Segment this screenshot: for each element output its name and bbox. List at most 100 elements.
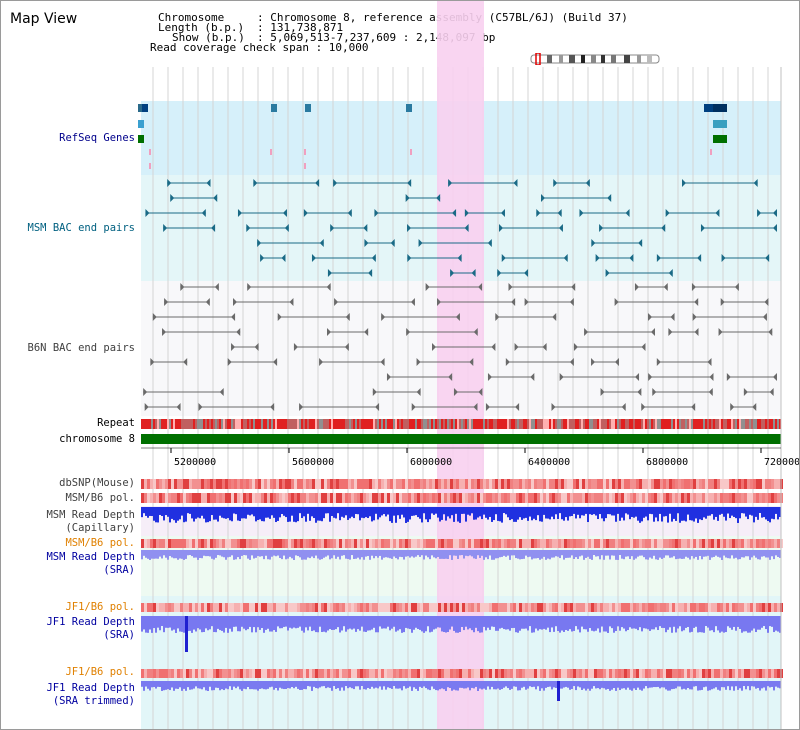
jf1-pol-heat	[441, 603, 444, 612]
jf1-depth-sra-bar	[705, 616, 707, 627]
jf1-depth-sra-bar	[453, 616, 455, 631]
msm-depth-capillary-bar	[221, 507, 223, 518]
msm-depth-sra-bar	[335, 550, 337, 559]
dbsnp-heat	[729, 479, 732, 489]
track-label-b6n-bac[interactable]: B6N BAC end pairs	[27, 342, 135, 354]
jf1-depth-trimmed-bar	[405, 681, 407, 689]
msm-depth-sra-bar	[157, 550, 159, 559]
jf1-pol-heat	[537, 603, 540, 612]
msm-depth-capillary-bar	[559, 507, 561, 514]
msm-bac-pair-end	[607, 194, 612, 202]
msm-depth-capillary-bar	[255, 507, 257, 522]
jf1-depth-sra-bar	[491, 616, 493, 627]
track-label-msm-depth-capillary[interactable]: MSM Read Depth	[46, 509, 135, 521]
jf1-depth-sra-bar	[293, 616, 295, 628]
repeat-segment	[271, 419, 273, 429]
jf1-pol2-heat	[564, 669, 567, 678]
msm-depth-capillary-bar	[365, 507, 367, 518]
dbsnp-heat	[336, 479, 339, 489]
jf1-depth-trimmed-bar	[523, 681, 525, 687]
chromosome-ideogram[interactable]	[529, 53, 664, 65]
dbsnp-heat	[258, 479, 261, 489]
repeat-segment	[183, 419, 185, 429]
jf1-depth-trimmed-bar	[587, 681, 589, 689]
msm-depth-capillary-bar	[605, 507, 607, 519]
msm-depth-sra-bar	[169, 550, 171, 557]
jf1-depth-sra-bar	[295, 616, 297, 629]
jf1-depth-trimmed-bar	[735, 681, 737, 687]
b6n-bac-pair-end	[495, 313, 500, 321]
jf1-depth-trimmed-bar	[423, 681, 425, 687]
msm-depth-capillary-bar	[409, 507, 411, 520]
track-label-msm-depth-sra[interactable]: MSM Read Depth	[46, 551, 135, 563]
jf1-depth-trimmed-bar	[603, 681, 605, 689]
jf1-depth-trimmed-bar	[693, 681, 695, 687]
msm-depth-sra-bar	[385, 550, 387, 558]
b6n-bac-pair-end	[571, 283, 576, 291]
track-label-jf1-depth-trimmed[interactable]: JF1 Read Depth	[46, 682, 135, 694]
msm-bac-pair-end	[629, 254, 634, 262]
b6n-bac-pair-end	[505, 358, 510, 366]
msm-depth-sra-bar	[375, 550, 377, 557]
jf1-depth-trimmed-bar	[779, 681, 781, 689]
msm-depth-capillary-bar	[723, 507, 725, 517]
track-label-msm-b6-pol[interactable]: MSM/B6 pol.	[65, 492, 135, 504]
track-label-msm-b6-pol-2[interactable]: MSM/B6 pol.	[65, 537, 135, 549]
jf1-depth-trimmed-bar	[493, 681, 495, 690]
repeat-segment	[463, 419, 465, 429]
msm-depth-sra-bar	[683, 550, 685, 559]
msm-depth-capillary-bar	[231, 507, 233, 522]
msm-depth-sra-bar	[225, 550, 227, 560]
track-label-msm-bac[interactable]: MSM BAC end pairs	[27, 222, 135, 234]
jf1-depth-trimmed-bar	[747, 681, 749, 687]
jf1-depth-sra-bar	[771, 616, 773, 627]
msm-pol-heat	[498, 493, 501, 503]
jf1-pol-heat	[522, 603, 525, 612]
jf1-depth-sra-bar	[365, 616, 367, 632]
jf1-depth-trimmed-bar	[491, 681, 493, 687]
dbsnp-heat	[603, 479, 606, 489]
jf1-depth-sra-bar	[417, 616, 419, 629]
jf1-depth-trimmed-bar	[293, 681, 295, 689]
jf1-depth-sra-bar	[373, 616, 375, 628]
jf1-depth-trimmed-bar	[265, 681, 267, 690]
track-label-jf1-depth-sra[interactable]: JF1 Read Depth	[46, 616, 135, 628]
msm-depth-sra-bar	[633, 550, 635, 560]
jf1-depth-sra-bar	[777, 616, 779, 632]
jf1-pol-heat	[639, 603, 642, 612]
msm-depth-capillary-bar	[533, 507, 535, 519]
msm-depth-sra-bar	[769, 550, 771, 560]
track-label-msm-depth-sra-sub: (SRA)	[103, 564, 135, 576]
track-label-jf1-pol-2[interactable]: JF1/B6 pol.	[65, 666, 135, 678]
repeat-segment	[495, 419, 497, 429]
jf1-depth-trimmed-bar	[365, 681, 367, 690]
jf1-depth-trimmed-bar	[313, 681, 315, 687]
jf1-depth-trimmed-bar	[193, 681, 195, 689]
repeat-segment	[761, 419, 763, 429]
jf1-depth-trimmed-bar	[777, 681, 779, 688]
track-label-refseq[interactable]: RefSeq Genes	[59, 132, 135, 144]
msm-pol-heat	[366, 493, 369, 503]
jf1-pol-heat	[513, 603, 516, 612]
jf1-depth-trimmed-bar	[367, 681, 369, 688]
jf1-pol2-heat	[168, 669, 171, 678]
length-value: : 131,738,871	[257, 21, 344, 34]
msm-depth-sra-bar	[475, 550, 477, 559]
jf1-depth-trimmed-bar	[195, 681, 197, 687]
msm-pol2-heat	[231, 539, 234, 548]
track-label-repeat[interactable]: Repeat	[97, 417, 135, 429]
msm-depth-capillary-bar	[589, 507, 591, 515]
msm-pol-heat	[465, 493, 468, 503]
repeat-segment	[705, 419, 707, 429]
msm-depth-capillary-bar	[195, 507, 197, 519]
track-label-jf1-pol[interactable]: JF1/B6 pol.	[65, 601, 135, 613]
jf1-pol-heat	[177, 603, 180, 612]
jf1-depth-sra-bar	[159, 616, 161, 631]
msm-depth-sra-bar	[585, 550, 587, 558]
track-label-dbsnp[interactable]: dbSNP(Mouse)	[59, 477, 135, 489]
msm-bac-pair-end	[757, 209, 762, 217]
msm-depth-capillary-bar	[587, 507, 589, 523]
msm-depth-capillary-bar	[319, 507, 321, 521]
msm-depth-capillary-bar	[485, 507, 487, 518]
